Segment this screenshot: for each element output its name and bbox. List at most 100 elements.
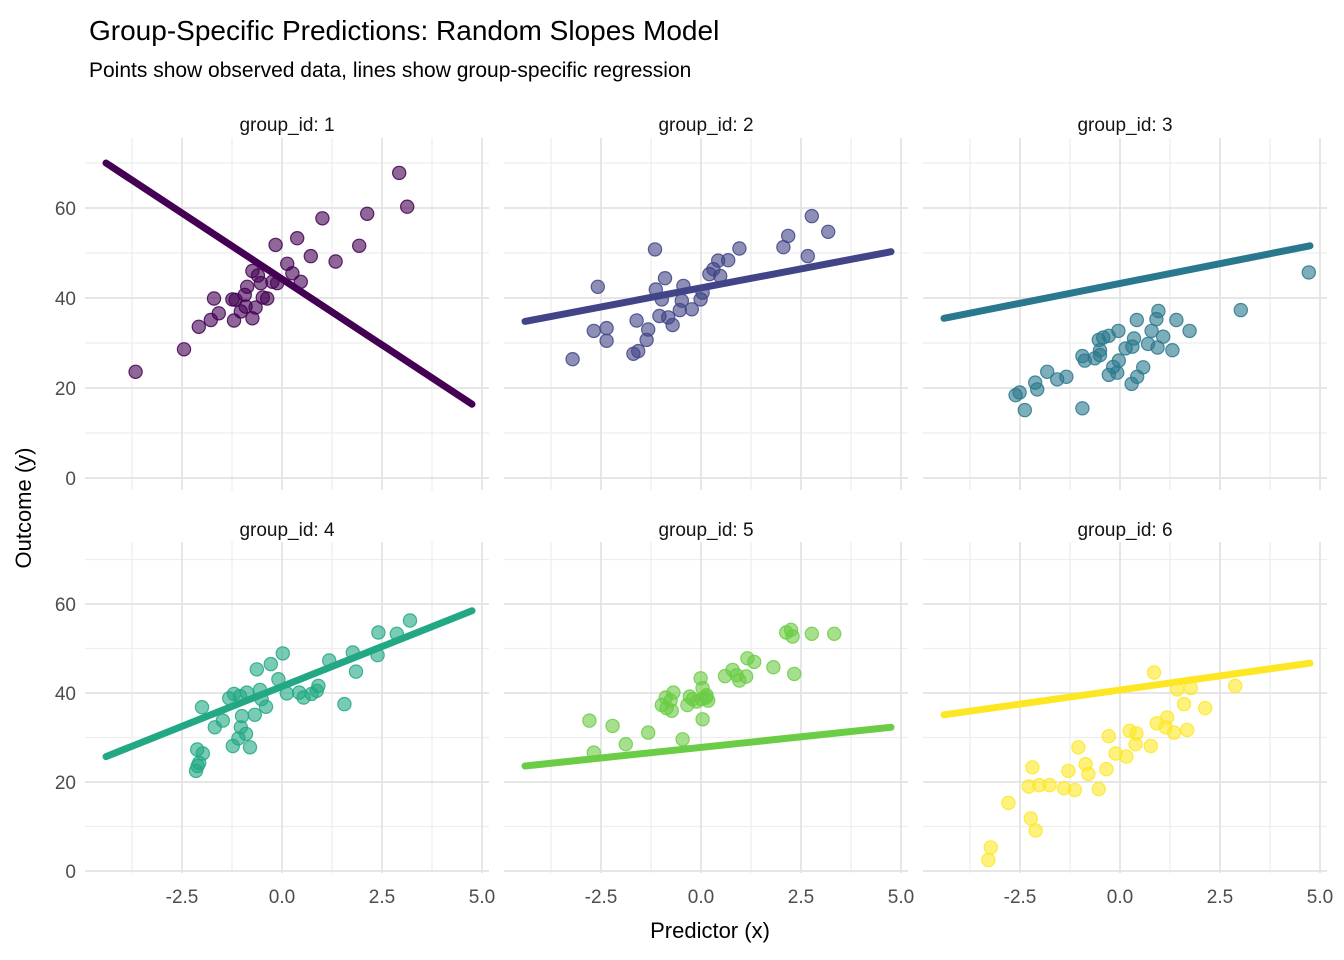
- data-point: [260, 291, 275, 306]
- data-point: [245, 311, 260, 326]
- x-axis-title: Predictor (x): [650, 918, 770, 943]
- data-point: [402, 613, 418, 628]
- y-tick-label: 0: [65, 469, 76, 490]
- data-point: [827, 626, 842, 642]
- data-point: [590, 279, 606, 294]
- data-point: [657, 271, 673, 286]
- data-point: [675, 732, 690, 747]
- data-point: [565, 352, 580, 367]
- facet-strip-label: group_id: 4: [239, 520, 335, 541]
- data-point: [599, 333, 614, 348]
- data-point: [1059, 369, 1074, 384]
- regression-line: [521, 248, 895, 325]
- data-point: [360, 206, 375, 221]
- data-point: [629, 313, 644, 328]
- data-point: [268, 237, 283, 253]
- x-tick-label: -2.5: [166, 887, 199, 908]
- plot-subtitle: Points show observed data, lines show gr…: [89, 59, 692, 82]
- data-point: [1197, 700, 1213, 716]
- data-point: [296, 690, 311, 705]
- data-point: [1166, 725, 1182, 740]
- data-point: [693, 292, 708, 307]
- data-point: [1023, 811, 1039, 826]
- data-point: [1101, 367, 1117, 383]
- gridlines: [923, 138, 1327, 490]
- data-point: [618, 737, 634, 752]
- data-point: [1143, 738, 1159, 754]
- data-point: [1071, 740, 1086, 755]
- y-tick-label: 20: [55, 773, 76, 794]
- data-point: [641, 725, 656, 740]
- data-point: [226, 313, 242, 328]
- x-tick-label: 5.0: [469, 887, 495, 908]
- data-point: [804, 208, 820, 224]
- plot-title: Group-Specific Predictions: Random Slope…: [89, 15, 720, 46]
- data-point: [766, 660, 781, 675]
- data-point: [328, 254, 343, 269]
- data-point: [626, 346, 641, 361]
- data-point: [1169, 312, 1184, 328]
- y-tick-label: 60: [55, 199, 76, 220]
- x-tick-label: 0.0: [1107, 887, 1133, 908]
- data-point: [1179, 722, 1195, 738]
- facet-panel-5: group_id: 5: [504, 520, 908, 873]
- data-point: [225, 738, 240, 754]
- data-point: [787, 666, 802, 682]
- y-tick-label: 40: [55, 684, 76, 705]
- data-point: [1017, 402, 1033, 418]
- data-point: [1075, 401, 1090, 416]
- data-point: [191, 319, 206, 334]
- data-point: [1061, 763, 1076, 779]
- data-point: [1124, 376, 1139, 392]
- data-point: [732, 673, 747, 688]
- data-point: [582, 713, 597, 728]
- data-point: [695, 712, 710, 727]
- facet-panel-6: group_id: 6: [923, 520, 1327, 873]
- facet-strip-label: group_id: 5: [658, 520, 753, 541]
- data-point: [1176, 696, 1192, 712]
- data-point: [639, 332, 654, 348]
- data-point: [203, 312, 218, 328]
- data-point: [194, 700, 210, 715]
- data-point: [249, 662, 264, 677]
- scatter-points: [981, 665, 1243, 868]
- data-point: [128, 364, 143, 379]
- data-point: [732, 241, 747, 256]
- data-point: [1101, 729, 1117, 744]
- facet-panel-3: group_id: 3: [923, 115, 1327, 490]
- y-tick-label: 0: [65, 862, 76, 883]
- regression-line: [521, 723, 895, 770]
- gridlines: [85, 542, 489, 873]
- data-point: [785, 629, 800, 644]
- data-point: [1165, 343, 1180, 358]
- gridlines: [504, 138, 908, 490]
- y-tick-label: 20: [55, 379, 76, 400]
- data-point: [250, 268, 266, 283]
- data-point: [680, 697, 695, 713]
- scatter-points: [128, 165, 415, 379]
- regression-line: [102, 607, 476, 761]
- x-tick-label: 2.5: [369, 887, 395, 908]
- data-point: [1095, 330, 1111, 345]
- data-point: [247, 707, 262, 723]
- x-tick-label: 0.0: [269, 887, 295, 908]
- data-point: [1028, 823, 1043, 838]
- data-point: [1146, 665, 1162, 680]
- x-tick-label: 5.0: [888, 887, 914, 908]
- data-point: [1099, 761, 1114, 777]
- data-point: [647, 242, 663, 257]
- data-point: [1129, 726, 1144, 741]
- data-point: [190, 758, 205, 774]
- data-point: [665, 317, 680, 333]
- data-point: [983, 840, 999, 855]
- data-point: [400, 199, 415, 214]
- facet-strip-label: group_id: 3: [1077, 115, 1172, 136]
- data-point: [981, 852, 996, 868]
- data-point: [821, 224, 836, 239]
- facet-strip-label: group_id: 1: [239, 115, 334, 136]
- data-point: [1008, 388, 1023, 403]
- data-point: [586, 323, 602, 339]
- data-point: [776, 239, 791, 255]
- data-point: [371, 625, 386, 640]
- data-point: [1025, 760, 1040, 775]
